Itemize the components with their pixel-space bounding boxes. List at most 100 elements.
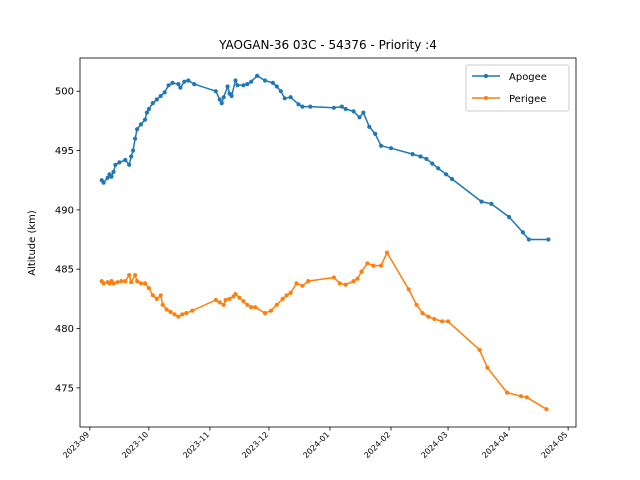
perigee-data-point — [406, 287, 411, 292]
apogee-data-point — [105, 175, 110, 180]
perigee-data-point — [477, 347, 482, 352]
apogee-data-point — [424, 156, 429, 161]
perigee-data-point — [154, 296, 159, 301]
perigee-data-point — [217, 300, 222, 305]
perigee-data-point — [446, 319, 451, 324]
perigee-data-point — [172, 312, 177, 317]
apogee-data-point — [367, 124, 372, 129]
perigee-data-point — [343, 282, 348, 287]
chart-title: YAOGAN-36 03C - 54376 - Priority :4 — [218, 38, 437, 52]
apogee-data-point — [178, 85, 183, 90]
perigee-data-point — [127, 273, 132, 278]
apogee-data-point — [158, 93, 163, 99]
apogee-data-point — [111, 169, 116, 174]
apogee-data-point — [221, 95, 226, 100]
perigee-data-point — [135, 279, 140, 284]
apogee-data-point — [235, 83, 240, 88]
apogee-data-point — [388, 146, 394, 151]
apogee-data-point — [127, 162, 132, 167]
apogee-legend-marker — [483, 73, 489, 79]
y-axis-label: Altitude (km) — [27, 210, 38, 276]
plot-frame — [79, 57, 577, 428]
apogee-data-point — [170, 80, 175, 85]
apogee-data-point — [241, 83, 246, 88]
perigee-data-point — [351, 279, 356, 284]
apogee-data-point — [182, 79, 187, 84]
apogee-data-point — [351, 109, 356, 114]
apogee-data-point — [123, 157, 128, 163]
apogee-data-point — [526, 237, 531, 242]
apogee-data-point — [166, 83, 171, 88]
apogee-data-point — [135, 127, 140, 132]
apogee-data-point — [270, 80, 275, 85]
apogee-data-point — [217, 97, 222, 102]
apogee-data-point — [262, 78, 268, 83]
y-tick-label: 500 — [55, 87, 74, 98]
perigee-data-point — [420, 311, 425, 316]
perigee-data-point — [379, 263, 384, 268]
perigee-legend-label: Perigee — [509, 94, 546, 105]
apogee-data-point — [274, 84, 279, 89]
apogee-data-point — [430, 161, 435, 166]
perigee-legend-marker — [483, 95, 489, 101]
apogee-data-point — [213, 89, 218, 94]
apogee-data-point — [520, 230, 526, 235]
perigee-data-point — [294, 281, 299, 286]
y-tick-label: 495 — [55, 146, 74, 157]
perigee-data-point — [119, 279, 124, 284]
perigee-data-point — [233, 292, 238, 297]
perigee-data-point — [223, 297, 228, 303]
apogee-data-point — [444, 172, 449, 177]
perigee-data-point — [111, 281, 116, 286]
apogee-data-point — [162, 90, 167, 95]
perigee-data-point — [176, 314, 181, 319]
perigee-data-point — [160, 302, 165, 307]
perigee-data-point — [306, 279, 311, 284]
apogee-data-point — [255, 73, 260, 78]
apogee-data-point — [331, 105, 336, 110]
perigee-data-point — [133, 273, 138, 278]
perigee-data-point — [221, 302, 226, 307]
perigee-data-point — [359, 269, 364, 274]
perigee-data-point — [355, 276, 360, 281]
plot-area — [99, 73, 551, 412]
perigee-data-point — [164, 307, 169, 312]
perigee-data-point — [190, 308, 195, 313]
apogee-data-point — [339, 104, 344, 109]
apogee-data-point — [219, 101, 224, 106]
apogee-data-point — [343, 106, 348, 112]
apogee-data-point — [176, 82, 181, 87]
apogee-data-point — [101, 180, 106, 185]
apogee-data-point — [507, 214, 512, 220]
perigee-data-point — [505, 390, 510, 395]
legend: Apogee Perigee — [465, 64, 570, 112]
perigee-data-point — [245, 302, 250, 307]
apogee-data-point — [154, 97, 159, 102]
apogee-data-point — [308, 104, 313, 109]
apogee-data-point — [373, 131, 378, 136]
perigee-data-point — [544, 407, 549, 412]
apogee-data-point — [296, 102, 301, 107]
apogee-data-point — [129, 154, 134, 159]
perigee-data-point — [268, 308, 273, 313]
perigee-data-point — [142, 281, 148, 286]
apogee-data-point — [229, 93, 234, 99]
y-tick-label: 475 — [55, 383, 74, 394]
perigee-data-point — [180, 312, 185, 317]
apogee-data-point — [546, 237, 551, 242]
apogee-data-point — [131, 148, 136, 153]
perigee-data-point — [168, 309, 173, 314]
apogee-data-point — [192, 82, 197, 87]
perigee-data-point — [123, 279, 128, 284]
perigee-data-point — [414, 302, 419, 307]
y-tick-label: 490 — [55, 205, 74, 216]
apogee-data-point — [278, 89, 283, 94]
perigee-data-point — [524, 395, 529, 400]
y-tick-label: 480 — [55, 324, 74, 335]
perigee-data-point — [184, 311, 189, 316]
perigee-data-point — [253, 305, 258, 310]
perigee-data-point — [337, 281, 342, 286]
perigee-data-point — [138, 281, 144, 286]
apogee-data-point — [449, 176, 455, 182]
